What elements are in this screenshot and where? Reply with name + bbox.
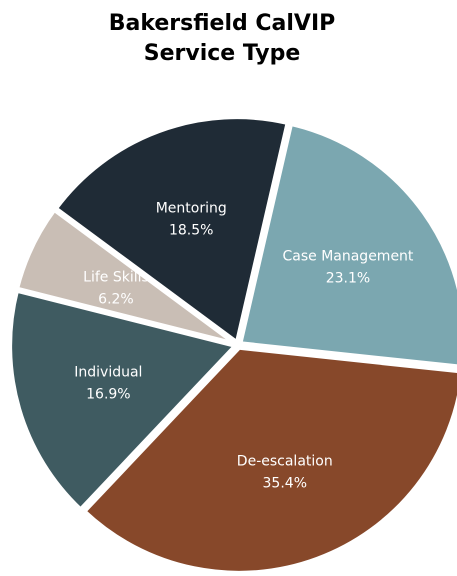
slice-label: Case Management xyxy=(282,249,413,265)
slice-value-label: 23.1% xyxy=(326,271,370,287)
slice-value-label: 16.9% xyxy=(86,387,130,403)
slice-label: Mentoring xyxy=(156,200,227,216)
chart-title: Bakersfield CalVIP xyxy=(109,11,336,36)
slice-label: De-escalation xyxy=(237,454,333,470)
slice-label: Individual xyxy=(74,365,142,381)
pie-slice xyxy=(81,345,457,575)
chart-title: Service Type xyxy=(144,41,301,66)
pie-slice xyxy=(14,207,237,346)
pie-slice xyxy=(8,288,239,513)
slice-value-label: 6.2% xyxy=(98,291,134,307)
slice-label: Life Skills xyxy=(83,269,149,285)
slice-value-label: 18.5% xyxy=(169,222,213,238)
pie-slice xyxy=(53,115,290,346)
pie-slice xyxy=(237,121,457,369)
slice-value-label: 35.4% xyxy=(263,476,307,492)
